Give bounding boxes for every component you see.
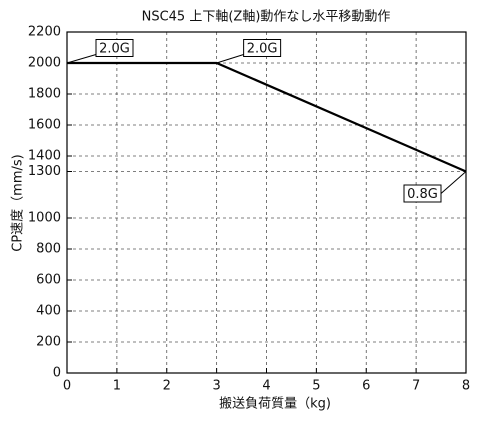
x-tick-label: 1 <box>113 379 121 394</box>
y-tick-label: 800 <box>36 242 61 257</box>
y-axis-label: CP速度（mm/s) <box>10 154 26 251</box>
x-tick-label: 4 <box>262 379 270 394</box>
x-axis-label: 搬送負荷質量（kg) <box>219 397 331 412</box>
x-tick-label: 5 <box>312 379 320 394</box>
annotation-text: 2.0G <box>247 42 278 57</box>
annotation-box <box>403 184 442 203</box>
annotation-leader <box>66 54 97 64</box>
y-tick-label: 200 <box>36 335 61 350</box>
y-tick-label: 1400 <box>28 149 61 164</box>
x-tick-label: 8 <box>462 379 470 394</box>
y-tick-label: 0 <box>53 366 61 381</box>
annotation-text: 2.0G <box>99 42 130 57</box>
x-tick-label: 3 <box>212 379 220 394</box>
annotation-box <box>243 39 282 57</box>
x-tick-label: 2 <box>163 379 171 394</box>
y-tick-label: 600 <box>36 273 61 288</box>
y-tick-label: 1800 <box>28 87 61 102</box>
y-tick-label: 400 <box>36 304 61 319</box>
annotation-text: 0.8G <box>407 187 438 202</box>
plot-frame <box>66 31 467 374</box>
y-tick-label: 2200 <box>28 25 61 40</box>
annotation-box <box>95 39 134 57</box>
x-tick-label: 7 <box>412 379 420 394</box>
y-tick-label: 1600 <box>28 118 61 133</box>
x-tick-label: 0 <box>63 379 71 394</box>
y-tick-label: 2000 <box>28 56 61 71</box>
chart-title: NSC45 上下軸(Z軸)動作なし水平移動動作 <box>142 10 391 25</box>
y-tick-label: 1300 <box>28 164 61 179</box>
x-tick-label: 6 <box>362 379 370 394</box>
annotation-leader <box>440 171 467 194</box>
annotation-leader <box>216 54 244 64</box>
y-tick-label: 1000 <box>28 211 61 226</box>
